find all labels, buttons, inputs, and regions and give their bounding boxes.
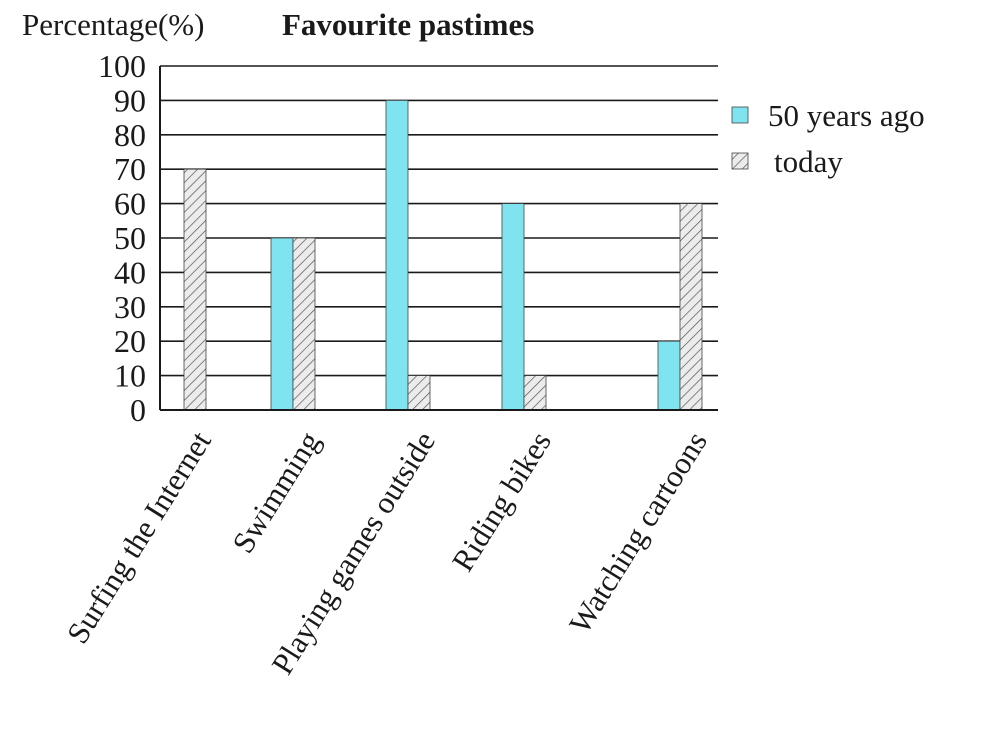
category-label: Riding bikes: [445, 425, 558, 577]
category-label: Swimming: [225, 425, 327, 559]
y-tick-label: 90: [114, 82, 146, 118]
gridlines: [160, 65, 718, 411]
bar-today: [679, 203, 703, 411]
bar-50-years-ago: [385, 100, 409, 411]
y-tick-label: 70: [114, 151, 146, 187]
legend: 50 years ago today: [731, 98, 925, 179]
bar-today: [292, 237, 316, 411]
chart-title: Favourite pastimes: [282, 7, 534, 42]
y-tick-label: 40: [114, 254, 146, 290]
bar-50-years-ago: [501, 203, 525, 411]
axes: [159, 66, 718, 411]
category-label: Surfing the Internet: [60, 425, 219, 650]
legend-label: 50 years ago: [768, 98, 925, 133]
category-label: Watching cartoons: [562, 425, 714, 639]
y-tick-label: 80: [114, 117, 146, 153]
bar-today: [407, 375, 431, 411]
legend-label: today: [774, 144, 843, 179]
y-tick-label: 100: [98, 48, 146, 84]
y-axis-label: Percentage(%): [22, 7, 204, 42]
y-tick-label: 10: [114, 358, 146, 394]
legend-swatch: [731, 152, 749, 170]
bar-today: [183, 168, 207, 411]
y-tick-label: 60: [114, 186, 146, 222]
bar-50-years-ago: [270, 237, 294, 411]
bar-today: [523, 375, 547, 411]
y-tick-label: 30: [114, 289, 146, 325]
bars: [183, 100, 703, 411]
legend-swatch: [731, 106, 749, 124]
y-tick-label: 20: [114, 323, 146, 359]
bar-50-years-ago: [657, 340, 681, 411]
y-tick-label: 50: [114, 220, 146, 256]
y-tick-label: 0: [130, 392, 146, 428]
